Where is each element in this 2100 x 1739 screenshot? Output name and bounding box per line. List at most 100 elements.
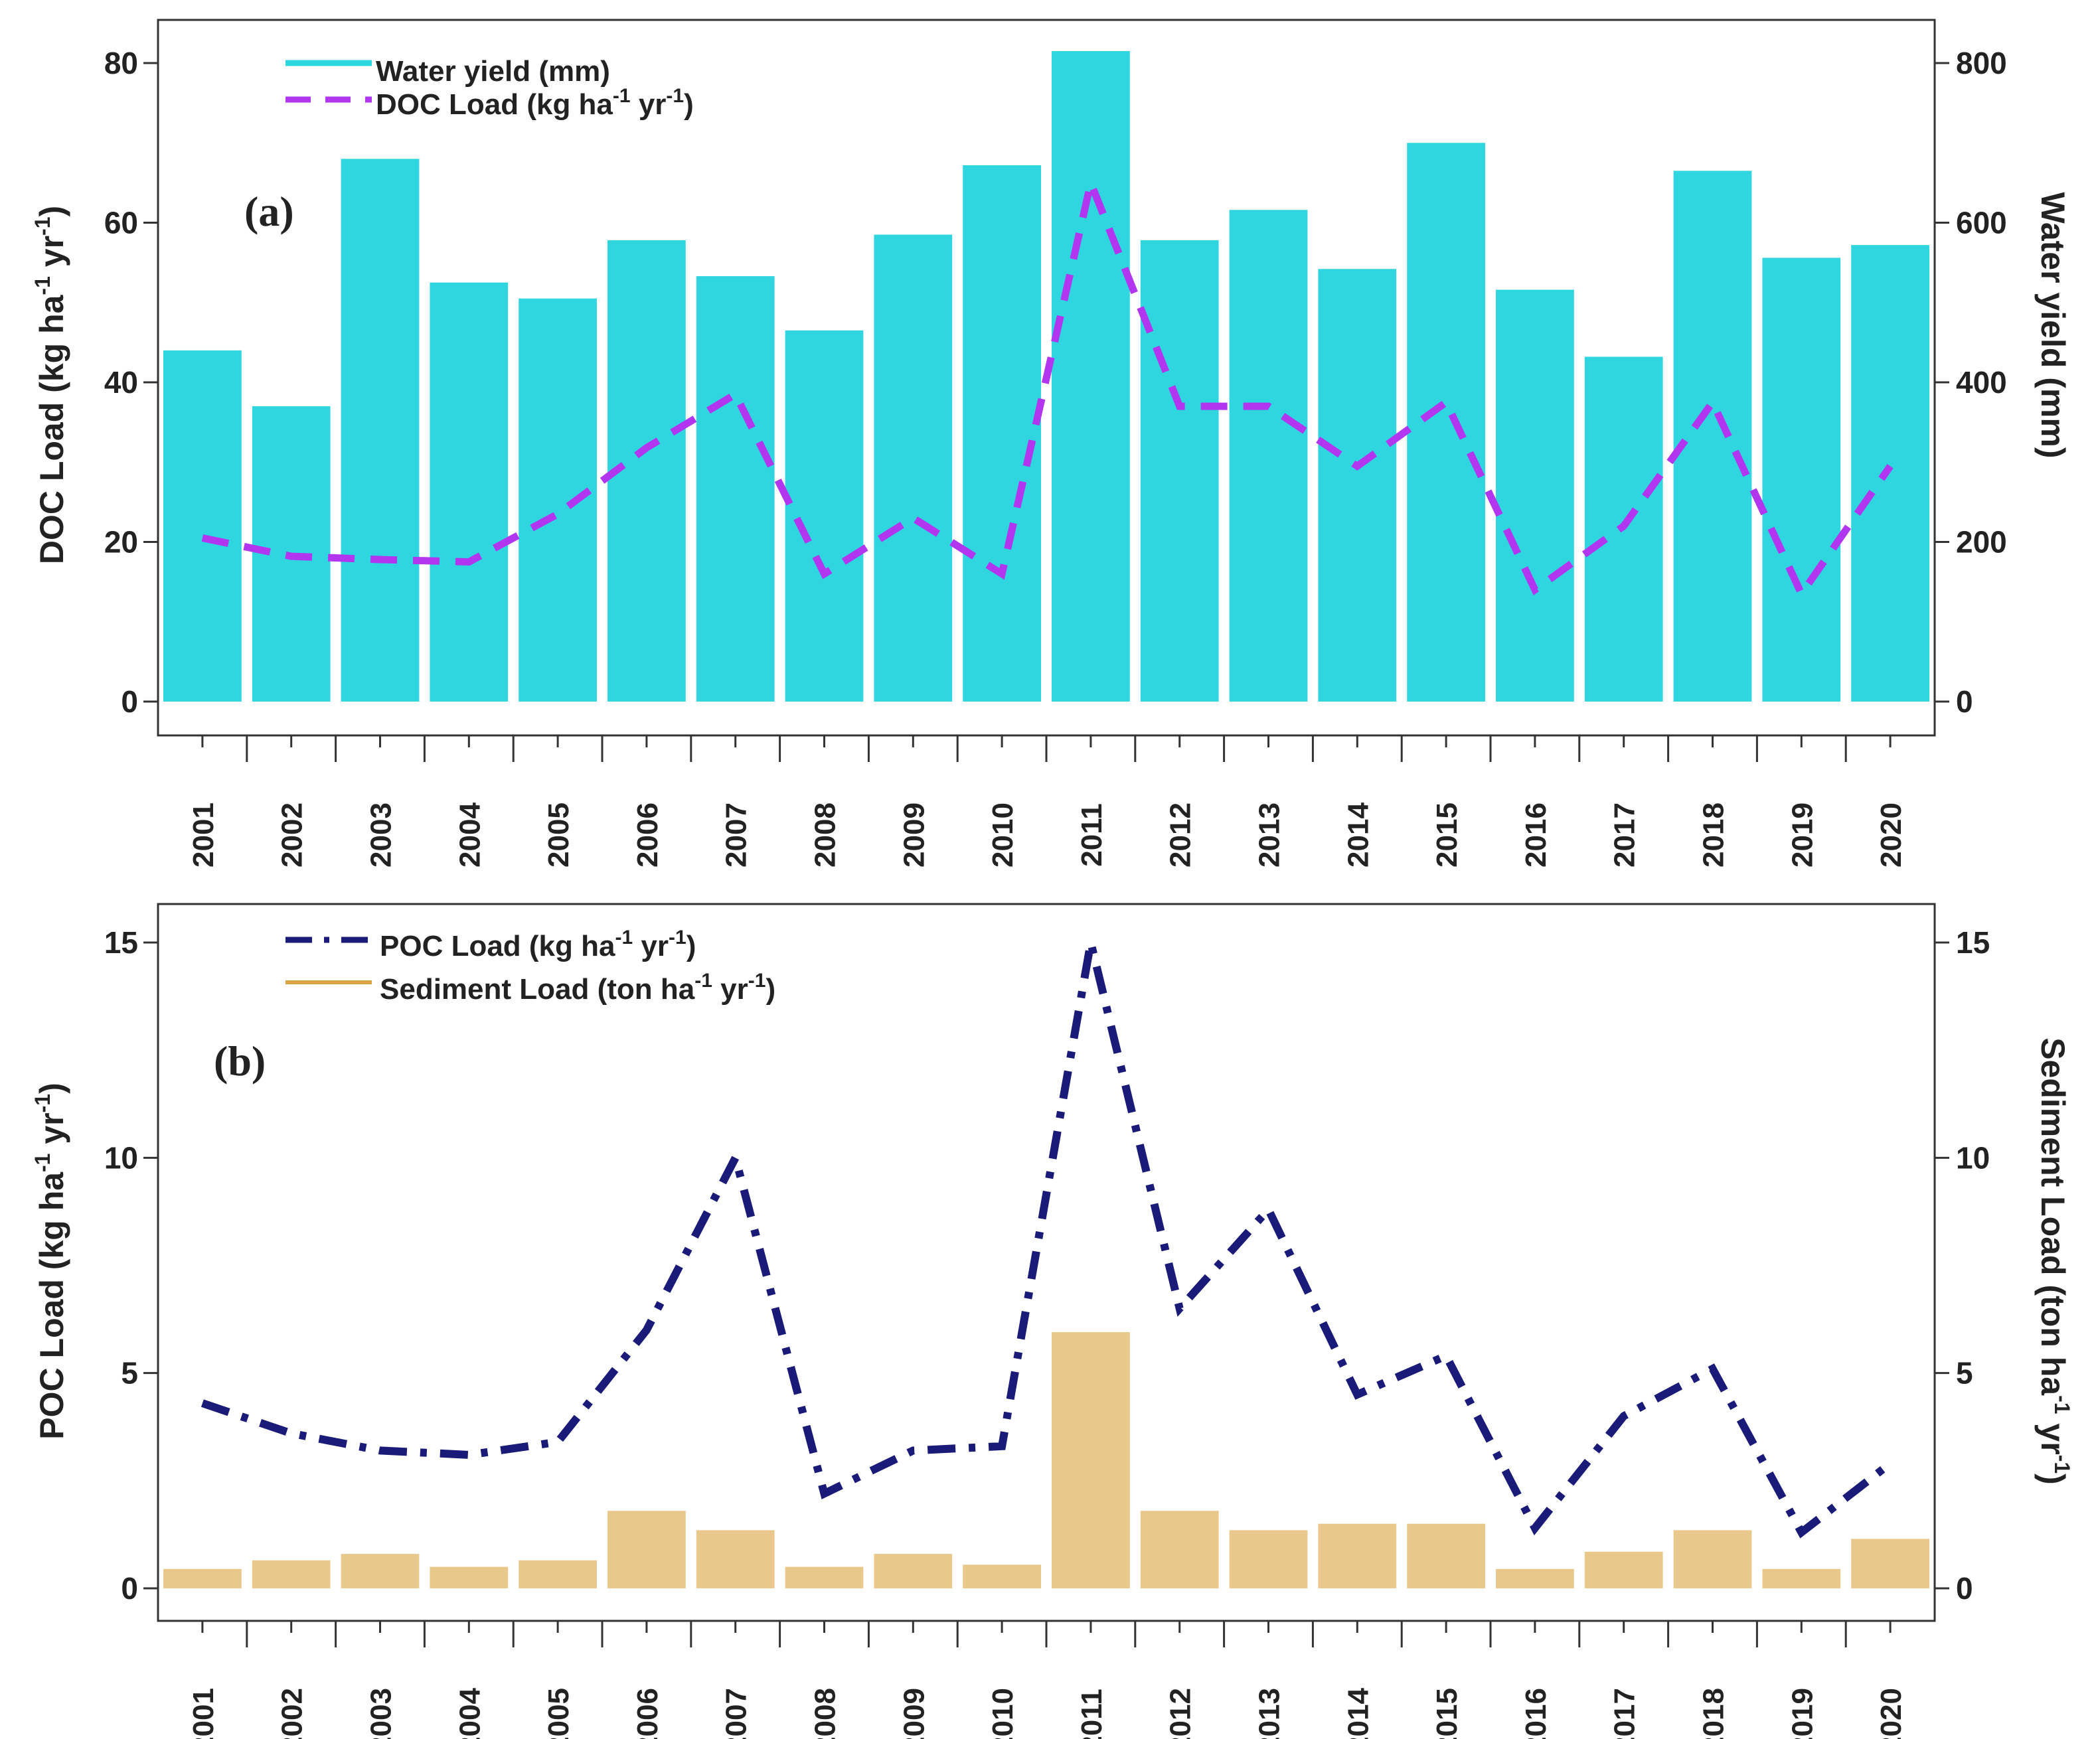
- x-tick-label: 2018: [1698, 1688, 1730, 1739]
- legend-sed-mid: yr: [712, 973, 748, 1006]
- legend-sed-exp2: -1: [748, 970, 766, 992]
- panel-b-left-axis: 0 5 10 15: [104, 925, 158, 1606]
- right-tick-label: 600: [1956, 206, 2007, 240]
- legend-poc-mid: yr: [633, 930, 669, 962]
- panel-a-left-axis: 0 20 40 60 80: [104, 46, 158, 719]
- water-yield-bar-2001: [163, 350, 242, 702]
- water-yield-bar-2004: [430, 282, 509, 702]
- water-yield-bar-2013: [1229, 210, 1308, 702]
- water-yield-bar-2020: [1851, 245, 1929, 702]
- x-tick-label: 2003: [365, 802, 398, 868]
- sediment-bar-2003: [341, 1554, 420, 1588]
- water-yield-bar-2003: [341, 159, 420, 702]
- panel-b-legend: POC Load (kg ha-1 yr-1) Sediment Load (t…: [285, 927, 775, 1006]
- panel-b-right-axis: 0 5 10 15: [1935, 925, 1990, 1606]
- sediment-ylabel-text: Sediment Load (ton ha: [2034, 1037, 2071, 1396]
- sediment-bar-2017: [1584, 1551, 1663, 1588]
- sediment-bar-2006: [607, 1511, 686, 1588]
- right-tick-label: 15: [1956, 925, 1990, 960]
- panel-b-x-axis: 2001 2002 2003 2004 2005 2006 2007 2008 2009 2010…: [187, 1621, 1907, 1739]
- x-tick-label: 2011: [1076, 1689, 1108, 1739]
- right-tick-label: 400: [1956, 365, 2007, 400]
- x-tick-label: 2010: [987, 802, 1019, 868]
- x-tick-label: 2003: [365, 1688, 398, 1739]
- x-tick-label: 2007: [720, 802, 753, 868]
- poc-load-line: [201, 941, 1893, 1539]
- left-tick-label: 80: [104, 46, 138, 80]
- panel-a-legend: Water yield (mm) DOC Load (kg ha-1 yr-1): [285, 55, 694, 121]
- sediment-bar-2005: [519, 1560, 597, 1588]
- x-tick-label: 2010: [987, 1688, 1019, 1739]
- right-tick-label: 0: [1956, 684, 1973, 719]
- x-tick-label: 2004: [453, 1688, 486, 1739]
- water-yield-bar-2012: [1140, 240, 1219, 702]
- doc-ylabel-exp2: -1: [31, 217, 54, 236]
- sediment-bar-2004: [430, 1566, 509, 1588]
- right-tick-label: 5: [1956, 1356, 1973, 1391]
- legend-poc-load-label: POC Load (kg ha-1 yr-1): [380, 927, 696, 962]
- panel-b-label: (b): [214, 1037, 266, 1085]
- poc-ylabel-exp1: -1: [31, 1154, 54, 1172]
- water-yield-bar-2019: [1762, 258, 1841, 702]
- x-tick-label: 2007: [720, 1688, 753, 1739]
- sediment-load-bars: [163, 1332, 1929, 1588]
- sediment-bar-2002: [252, 1560, 331, 1588]
- right-tick-label: 0: [1956, 1571, 1973, 1606]
- right-tick-label: 800: [1956, 46, 2007, 80]
- doc-load-line: [201, 170, 1894, 601]
- x-tick-label: 2006: [631, 1688, 664, 1739]
- sediment-ylabel-exp1: -1: [2050, 1395, 2074, 1414]
- doc-ylabel-exp1: -1: [31, 276, 54, 295]
- water-yield-bar-2014: [1318, 269, 1397, 702]
- sediment-bar-2016: [1496, 1568, 1574, 1588]
- x-tick-label: 2005: [542, 1688, 575, 1739]
- x-tick-label: 2012: [1165, 1688, 1197, 1739]
- water-yield-bar-2011: [1052, 50, 1130, 702]
- panel-a-left-ylabel: DOC Load (kg ha-1 yr-1): [31, 206, 70, 564]
- sediment-bar-2015: [1407, 1523, 1485, 1588]
- sediment-ylabel-exp2: -1: [2050, 1455, 2074, 1474]
- x-tick-label: 2001: [187, 1688, 220, 1739]
- x-tick-label: 2002: [276, 1688, 309, 1739]
- sediment-bar-2013: [1229, 1530, 1308, 1588]
- panel-a: 0 20 40 60 80 0 200 400 600 800 2001 2002 2003 2004…: [31, 19, 2071, 868]
- left-tick-label: 15: [104, 925, 138, 960]
- x-tick-label: 2004: [453, 802, 486, 868]
- left-tick-label: 40: [104, 365, 138, 400]
- x-tick-label: 2008: [809, 802, 842, 868]
- right-tick-label: 10: [1956, 1140, 1990, 1175]
- water-yield-bars: [163, 50, 1929, 702]
- x-tick-label: 2017: [1609, 1688, 1641, 1739]
- left-tick-label: 0: [121, 684, 138, 719]
- legend-sed-post: ): [766, 973, 775, 1006]
- panel-b-left-ylabel: POC Load (kg ha-1 yr-1): [31, 1083, 70, 1440]
- legend-poc-pre: POC Load (kg ha: [380, 930, 615, 962]
- x-tick-label: 2015: [1431, 802, 1463, 868]
- panel-a-label: (a): [244, 188, 294, 235]
- panel-b-frame: [157, 903, 1936, 1622]
- water-yield-bar-2016: [1496, 289, 1574, 702]
- x-tick-label: 2014: [1342, 802, 1374, 868]
- sediment-bar-2020: [1851, 1539, 1929, 1588]
- legend-sediment-label: Sediment Load (ton ha-1 yr-1): [380, 970, 775, 1006]
- x-tick-label: 2020: [1875, 1688, 1907, 1739]
- x-tick-label: 2009: [898, 1688, 930, 1739]
- x-tick-label: 2016: [1520, 1688, 1552, 1739]
- panel-a-right-axis: 0 200 400 600 800: [1935, 46, 2007, 719]
- poc-ylabel-exp2: -1: [31, 1094, 54, 1112]
- x-tick-label: 2016: [1520, 802, 1552, 868]
- left-tick-label: 60: [104, 206, 138, 240]
- poc-load-points: [202, 942, 1891, 1533]
- sediment-bar-2012: [1140, 1511, 1219, 1588]
- legend-poc-exp1: -1: [615, 927, 633, 948]
- x-tick-label: 2006: [631, 802, 664, 868]
- sediment-bar-2001: [163, 1568, 242, 1588]
- x-tick-label: 2019: [1786, 802, 1818, 868]
- legend-doc-post: ): [684, 88, 694, 121]
- left-tick-label: 5: [121, 1356, 138, 1391]
- poc-ylabel-text: POC Load (kg ha: [33, 1172, 70, 1440]
- water-yield-bar-2010: [963, 165, 1041, 702]
- legend-sed-exp1: -1: [694, 970, 712, 992]
- panel-a-x-axis: 2001 2002 2003 2004 2005 2006 2007 2008 2009 2010…: [187, 735, 1907, 868]
- sediment-bar-2011: [1052, 1332, 1130, 1588]
